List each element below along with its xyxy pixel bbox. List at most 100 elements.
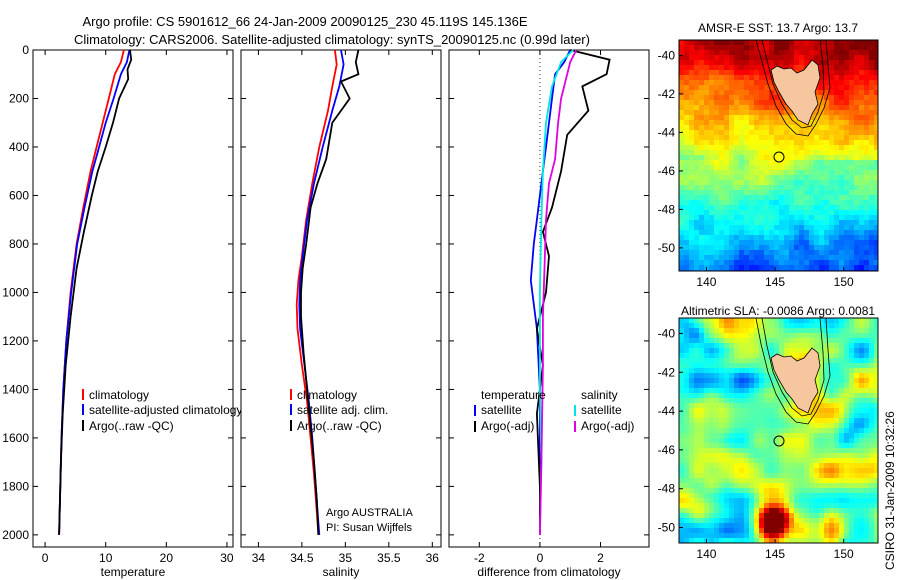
- heatmap-cell: [694, 353, 700, 359]
- heatmap-cell: [684, 95, 690, 101]
- heatmap-cell: [869, 528, 875, 534]
- heatmap-cell: [804, 453, 810, 459]
- heatmap-cell: [744, 115, 750, 121]
- heatmap-cell: [854, 503, 860, 509]
- heatmap-cell: [704, 348, 710, 354]
- heatmap-cell: [849, 255, 855, 261]
- heatmap-cell: [814, 195, 820, 201]
- heatmap-cell: [714, 230, 720, 236]
- heatmap-cell: [729, 155, 735, 161]
- heatmap-cell: [749, 333, 755, 339]
- heatmap-cell: [769, 318, 775, 324]
- heatmap-cell: [844, 468, 850, 474]
- heatmap-cell: [794, 513, 800, 519]
- heatmap-cell: [734, 230, 740, 236]
- heatmap-cell: [694, 358, 700, 364]
- heatmap-cell: [719, 40, 725, 46]
- heatmap-cell: [839, 433, 845, 439]
- heatmap-cell: [764, 533, 770, 539]
- heatmap-cell: [814, 60, 820, 66]
- heatmap-cell: [844, 463, 850, 469]
- heatmap-cell: [764, 170, 770, 176]
- heatmap-cell: [699, 538, 705, 543]
- heatmap-cell: [714, 518, 720, 524]
- heatmap-cell: [809, 140, 815, 146]
- heatmap-cell: [809, 448, 815, 454]
- heatmap-cell: [834, 60, 840, 66]
- heatmap-cell: [729, 513, 735, 519]
- heatmap-cell: [844, 180, 850, 186]
- heatmap-cell: [684, 503, 690, 509]
- heatmap-cell: [849, 250, 855, 256]
- heatmap-cell: [829, 105, 835, 111]
- heatmap-cell: [814, 378, 820, 384]
- heatmap-cell: [864, 523, 870, 529]
- heatmap-cell: [694, 45, 700, 51]
- heatmap-cell: [679, 353, 685, 359]
- heatmap-cell: [724, 205, 730, 211]
- heatmap-cell: [764, 428, 770, 434]
- heatmap-cell: [729, 150, 735, 156]
- heatmap-cell: [704, 438, 710, 444]
- heatmap-cell: [704, 250, 710, 256]
- heatmap-cell: [679, 115, 685, 121]
- heatmap-cell: [869, 513, 875, 519]
- heatmap-cell: [874, 418, 878, 424]
- heatmap-cell: [864, 135, 870, 141]
- heatmap-cell: [774, 260, 780, 266]
- heatmap-cell: [794, 483, 800, 489]
- heatmap-cell: [779, 260, 785, 266]
- heatmap-cell: [784, 235, 790, 241]
- heatmap-cell: [819, 225, 825, 231]
- heatmap-cell: [874, 145, 878, 151]
- heatmap-cell: [839, 503, 845, 509]
- heatmap-cell: [689, 185, 695, 191]
- heatmap-cell: [759, 383, 765, 389]
- heatmap-cell: [839, 478, 845, 484]
- heatmap-cell: [704, 368, 710, 374]
- heatmap-cell: [859, 115, 865, 121]
- heatmap-cell: [829, 215, 835, 221]
- heatmap-cell: [764, 398, 770, 404]
- heatmap-cell: [699, 398, 705, 404]
- heatmap-cell: [849, 110, 855, 116]
- heatmap-cell: [774, 160, 780, 166]
- heatmap-cell: [769, 210, 775, 216]
- heatmap-cell: [824, 40, 830, 46]
- heatmap-cell: [754, 185, 760, 191]
- heatmap-cell: [714, 378, 720, 384]
- heatmap-cell: [714, 190, 720, 196]
- heatmap-cell: [729, 408, 735, 414]
- heatmap-cell: [684, 448, 690, 454]
- heatmap-cell: [849, 448, 855, 454]
- heatmap-cell: [789, 428, 795, 434]
- heatmap-cell: [839, 40, 845, 46]
- heatmap-cell: [694, 70, 700, 76]
- heatmap-cell: [779, 458, 785, 464]
- heatmap-cell: [839, 140, 845, 146]
- heatmap-cell: [874, 210, 878, 216]
- heatmap-cell: [784, 438, 790, 444]
- heatmap-cell: [734, 503, 740, 509]
- heatmap-cell: [839, 155, 845, 161]
- heatmap-cell: [719, 408, 725, 414]
- heatmap-cell: [814, 448, 820, 454]
- heatmap-cell: [804, 150, 810, 156]
- heatmap-cell: [864, 453, 870, 459]
- heatmap-cell: [689, 488, 695, 494]
- heatmap-cell: [874, 323, 878, 329]
- heatmap-cell: [839, 80, 845, 86]
- heatmap-cell: [824, 458, 830, 464]
- heatmap-cell: [729, 110, 735, 116]
- heatmap-cell: [849, 55, 855, 61]
- heatmap-cell: [729, 493, 735, 499]
- heatmap-cell: [814, 498, 820, 504]
- heatmap-cell: [749, 398, 755, 404]
- heatmap-cell: [684, 170, 690, 176]
- heatmap-cell: [869, 155, 875, 161]
- heatmap-cell: [744, 448, 750, 454]
- heatmap-cell: [729, 70, 735, 76]
- heatmap-cell: [864, 230, 870, 236]
- heatmap-cell: [829, 75, 835, 81]
- heatmap-cell: [869, 538, 875, 543]
